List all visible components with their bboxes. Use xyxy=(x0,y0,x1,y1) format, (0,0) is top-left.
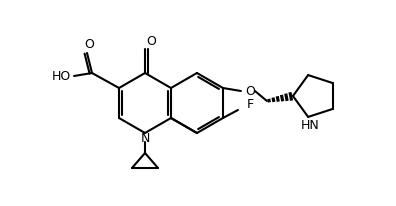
Text: HO: HO xyxy=(51,69,70,82)
Text: O: O xyxy=(245,84,255,97)
Text: O: O xyxy=(84,37,94,50)
Text: HN: HN xyxy=(301,119,320,132)
Text: O: O xyxy=(146,34,156,48)
Text: F: F xyxy=(246,97,253,110)
Text: N: N xyxy=(140,131,150,144)
